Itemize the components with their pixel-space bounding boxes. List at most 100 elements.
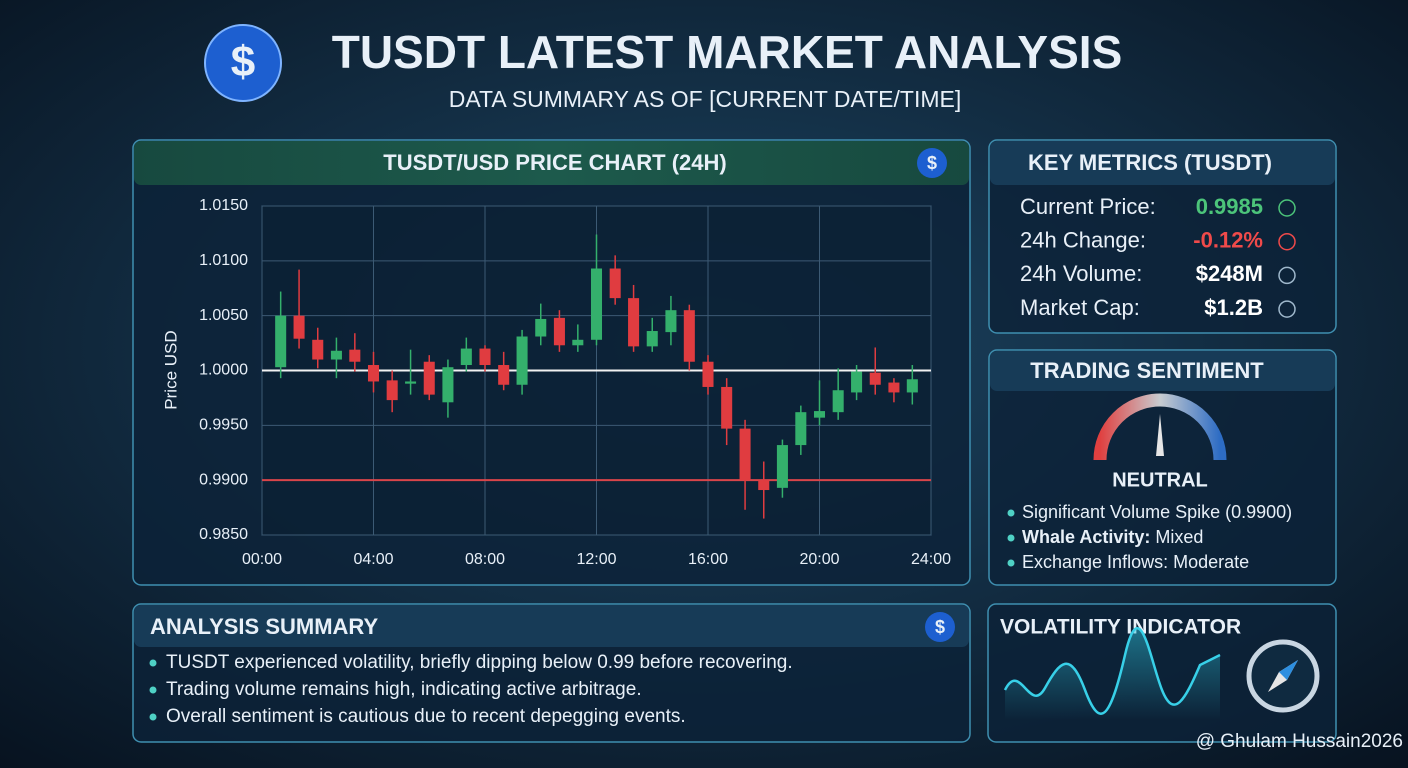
y-tick-label: 1.0100 <box>199 252 248 269</box>
candle-body <box>386 380 398 401</box>
bullet-dot <box>149 659 157 667</box>
metrics-header <box>990 141 1335 185</box>
metrics-title: KEY METRICS (TUSDT) <box>1028 150 1272 175</box>
gauge-arc <box>1093 393 1227 461</box>
bullet-label: Whale Activity: <box>1022 527 1150 547</box>
dollar-icon <box>204 24 282 102</box>
candle-body <box>776 445 788 488</box>
metric-value: $1.2B <box>1204 295 1263 320</box>
candle-body <box>516 336 528 385</box>
sentiment-title: TRADING SENTIMENT <box>1030 358 1264 383</box>
bullet-dot <box>149 686 157 694</box>
candle-body <box>628 298 640 347</box>
summary-header <box>134 605 969 647</box>
metric-value: -0.12% <box>1193 228 1263 253</box>
candle-body <box>739 428 751 481</box>
summary-bullet: Trading volume remains high, indicating … <box>166 679 642 700</box>
sentiment-header <box>990 351 1335 391</box>
candle-body <box>795 412 807 446</box>
candle-body <box>609 268 621 299</box>
x-tick-label: 16:00 <box>688 551 728 568</box>
page-subtitle: DATA SUMMARY AS OF [CURRENT DATE/TIME] <box>449 86 961 112</box>
volatility-wave <box>1003 627 1221 715</box>
sentiment-bullet: Significant Volume Spike (0.9900) <box>1022 502 1292 522</box>
candle-body <box>572 339 584 346</box>
bullet-dot <box>1007 534 1015 542</box>
candle-body <box>590 268 603 340</box>
metric-label: 24h Change: <box>1020 228 1146 253</box>
candle-body <box>683 310 695 362</box>
y-tick-label: 1.0000 <box>199 362 248 379</box>
summary-title: ANALYSIS SUMMARY <box>150 614 379 639</box>
bullet-dot <box>1007 509 1015 517</box>
metric-label: Current Price: <box>1020 194 1156 219</box>
y-tick-label: 0.9850 <box>199 526 248 543</box>
candle-body <box>721 386 733 429</box>
chart-title: TUSDT/USD PRICE CHART (24H) <box>383 150 726 175</box>
compass-needle-tip <box>1279 660 1298 680</box>
metric-icon <box>1278 232 1296 251</box>
dollar-glyph: $ <box>231 38 255 87</box>
candle-body <box>832 390 844 413</box>
page-title: TUSDT LATEST MARKET ANALYSIS <box>332 26 1123 78</box>
y-tick-label: 1.0150 <box>199 197 248 214</box>
y-tick-label: 1.0050 <box>199 307 248 324</box>
candle-body <box>405 381 417 384</box>
volatility-area <box>1005 628 1220 720</box>
sentiment-panel <box>988 349 1337 586</box>
metric-value: 0.9985 <box>1196 194 1263 219</box>
candle-body <box>758 480 770 491</box>
x-tick-label: 20:00 <box>799 551 839 568</box>
candle-body <box>349 349 361 362</box>
gauge-needle <box>1156 414 1164 456</box>
y-axis-label: Price USD <box>161 330 180 409</box>
y-tick-label: 0.9950 <box>199 417 248 434</box>
candle-body <box>293 315 305 339</box>
candle-body <box>535 318 547 337</box>
chart-header <box>134 141 969 185</box>
candle-body <box>851 371 863 393</box>
x-tick-label: 04:00 <box>353 551 393 568</box>
candle-body <box>367 365 380 382</box>
x-tick-label: 08:00 <box>465 551 505 568</box>
candle-body <box>423 361 435 395</box>
bullet-dot <box>1007 559 1015 567</box>
chart-icon-glyph: $ <box>927 153 937 173</box>
sentiment-reading: NEUTRAL <box>1112 469 1208 491</box>
y-tick-label: 0.9900 <box>199 471 248 488</box>
volatility-title: VOLATILITY INDICATOR <box>1000 616 1241 639</box>
bullet-dot <box>149 713 157 721</box>
x-tick-label: 24:00 <box>911 551 951 568</box>
candle-body <box>888 382 900 393</box>
chart-icon <box>917 148 947 178</box>
metric-icon <box>1278 300 1296 318</box>
x-tick-label: 00:00 <box>242 551 282 568</box>
summary-icon <box>925 612 955 642</box>
candle-body <box>869 372 881 385</box>
candle-body <box>460 348 472 366</box>
candle-body <box>312 339 324 360</box>
candle-body <box>702 361 714 387</box>
bullet-text: Significant Volume Spike (0.9900) <box>1022 502 1292 522</box>
x-tick-label: 12:00 <box>576 551 616 568</box>
metrics-panel <box>988 139 1337 334</box>
summary-bullet: TUSDT experienced volatility, briefly di… <box>166 652 793 673</box>
bullet-text: Exchange Inflows: Moderate <box>1022 552 1249 572</box>
watermark: @ Ghulam Hussain2026 <box>1196 731 1403 752</box>
summary-icon-glyph: $ <box>935 617 945 637</box>
candle-body <box>498 365 510 385</box>
candle-body <box>646 331 658 347</box>
metric-icon <box>1278 199 1296 217</box>
metric-icon <box>1278 266 1296 285</box>
candle-body <box>479 348 491 366</box>
candle-body <box>813 411 826 418</box>
candle-body <box>553 317 565 346</box>
candle-body <box>442 367 454 403</box>
sentiment-bullet: Exchange Inflows: Moderate <box>1022 552 1249 572</box>
sentiment-bullet: Whale Activity: Mixed <box>1022 527 1203 547</box>
candle-body <box>906 379 918 393</box>
summary-bullet: Overall sentiment is cautious due to rec… <box>166 706 686 727</box>
metric-label: 24h Volume: <box>1020 261 1142 286</box>
candle-body <box>330 350 342 360</box>
